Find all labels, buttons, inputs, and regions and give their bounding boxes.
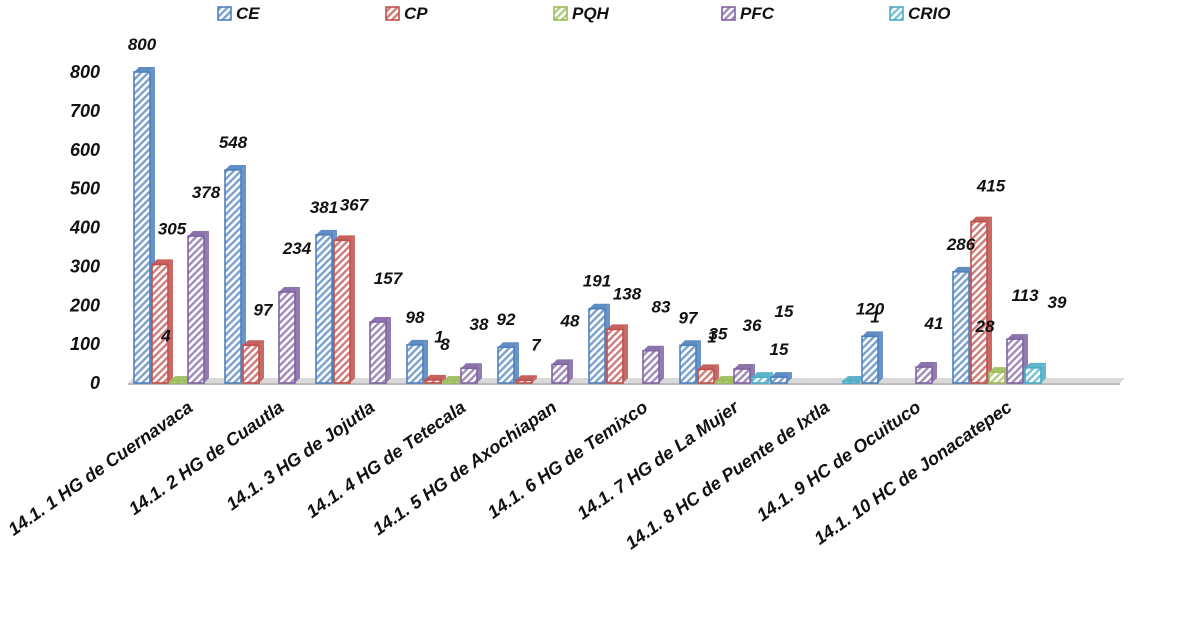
- bar-ce-8: [770, 372, 792, 384]
- value-label-ce-1: 800: [128, 35, 157, 54]
- value-label-pfc-4: 38: [470, 315, 489, 334]
- bar-pfc-7: [733, 364, 755, 384]
- bar-pfc-2: [278, 287, 300, 384]
- bar-ce-4: [406, 339, 428, 384]
- bar-cp-7: [697, 364, 719, 384]
- value-label-ce-8: 15: [770, 340, 789, 359]
- legend-label: CE: [236, 4, 260, 23]
- value-label-ce-5: 92: [497, 310, 516, 329]
- legend-swatch: [553, 6, 568, 21]
- value-label-cp-6: 138: [613, 284, 642, 303]
- legend-label: PFC: [740, 4, 775, 23]
- bar-pfc-4: [460, 363, 482, 384]
- legend: CE CP PQH PFC CRIO: [217, 4, 951, 23]
- y-axis: 0 100 200 300 400 500 600 700 800: [69, 62, 100, 393]
- value-label-crio-7: 15: [775, 302, 794, 321]
- value-label-pfc-5: 48: [560, 311, 580, 330]
- y-tick-label: 0: [90, 373, 100, 393]
- bar-pfc-1: [187, 231, 209, 384]
- legend-item-crio: CRIO: [889, 4, 951, 23]
- category-label: 14.1. 5 HG de Axochiapan: [369, 397, 560, 539]
- value-label-pqh-1: 4: [160, 326, 171, 345]
- value-label-cp-3: 367: [340, 195, 370, 214]
- value-label-crio-8: 1: [870, 308, 879, 327]
- legend-swatch: [889, 6, 904, 21]
- value-label-cp-4: 8: [440, 335, 450, 354]
- y-tick-label: 700: [70, 101, 100, 121]
- category-label: 14.1. 6 HG de Temixco: [484, 397, 651, 523]
- category-label: 14.1. 2 HG de Cuautla: [125, 397, 287, 519]
- bar-cp-3: [333, 235, 355, 384]
- value-label-cp-7: 35: [709, 324, 728, 343]
- y-tick-label: 400: [69, 218, 100, 238]
- legend-item-pfc: PFC: [721, 4, 775, 23]
- category-label: 14.1. 4 HG de Tetecala: [303, 397, 470, 522]
- legend-swatch: [217, 6, 232, 21]
- value-label-ce-4: 98: [406, 308, 425, 327]
- legend-label: PQH: [572, 4, 610, 23]
- value-label-ce-3: 381: [310, 198, 338, 217]
- legend-item-ce: CE: [217, 4, 260, 23]
- legend-swatch: [721, 6, 736, 21]
- legend-swatch: [385, 6, 400, 21]
- bar-cp-5: [515, 375, 537, 384]
- value-label-pfc-9: 41: [924, 314, 944, 333]
- value-label-pqh-4: 1: [434, 328, 443, 347]
- value-label-pqh-7: 1: [707, 328, 716, 347]
- value-label-pqh-10: 28: [975, 317, 995, 336]
- value-label-ce-2: 548: [219, 133, 248, 152]
- bar-cp-1: [151, 259, 173, 384]
- value-label-pfc-3: 157: [374, 269, 404, 288]
- value-label-ce-7: 97: [679, 308, 699, 327]
- bar-cp-10: [970, 216, 992, 384]
- category-label: 14.1. 7 HG de La Mujer: [573, 396, 743, 523]
- category-label: 14.1. 3 HG de Jojutla: [223, 397, 379, 514]
- bar-pfc-9: [915, 362, 937, 384]
- bar-pfc-6: [642, 345, 664, 384]
- bar-cp-4: [424, 374, 446, 384]
- bar-pfc-5: [551, 359, 573, 384]
- value-label-pfc-2: 234: [282, 239, 312, 258]
- y-tick-label: 500: [70, 179, 100, 199]
- legend-label: CRIO: [908, 4, 951, 23]
- bar-ce-2: [224, 164, 246, 384]
- bar-ce-5: [497, 342, 519, 384]
- y-tick-label: 800: [70, 62, 100, 82]
- legend-label: CP: [404, 4, 428, 23]
- y-tick-label: 200: [69, 295, 100, 315]
- y-tick-label: 100: [70, 334, 100, 354]
- value-label-ce-10: 286: [946, 235, 976, 254]
- value-label-pfc-7: 36: [743, 316, 762, 335]
- value-label-pfc-10: 113: [1011, 286, 1039, 305]
- value-label-cp-2: 97: [254, 300, 274, 319]
- legend-item-cp: CP: [385, 4, 428, 23]
- value-label-ce-6: 191: [583, 272, 611, 291]
- bar-cp-6: [606, 324, 628, 384]
- value-label-cp-5: 7: [531, 335, 542, 354]
- bars: [133, 67, 1046, 384]
- category-label: 14.1. 1 HG de Cuernavaca: [5, 397, 197, 540]
- value-label-cp-10: 415: [976, 177, 1006, 196]
- value-label-pfc-6: 83: [652, 298, 671, 317]
- value-label-pfc-1: 378: [192, 183, 221, 202]
- y-tick-label: 600: [70, 140, 100, 160]
- legend-item-pqh: PQH: [553, 4, 610, 23]
- y-tick-label: 300: [70, 256, 100, 276]
- bar-cp-2: [242, 340, 264, 384]
- value-label-ce-9: 120: [856, 299, 885, 318]
- bar-pfc-3: [369, 316, 391, 384]
- bar-crio-10: [1024, 362, 1046, 384]
- category-label: 14.1. 9 HC de Ocuituco: [753, 397, 924, 525]
- bar-ce-9: [861, 331, 883, 384]
- value-label-cp-1: 305: [158, 219, 187, 238]
- value-label-crio-10: 39: [1048, 293, 1067, 312]
